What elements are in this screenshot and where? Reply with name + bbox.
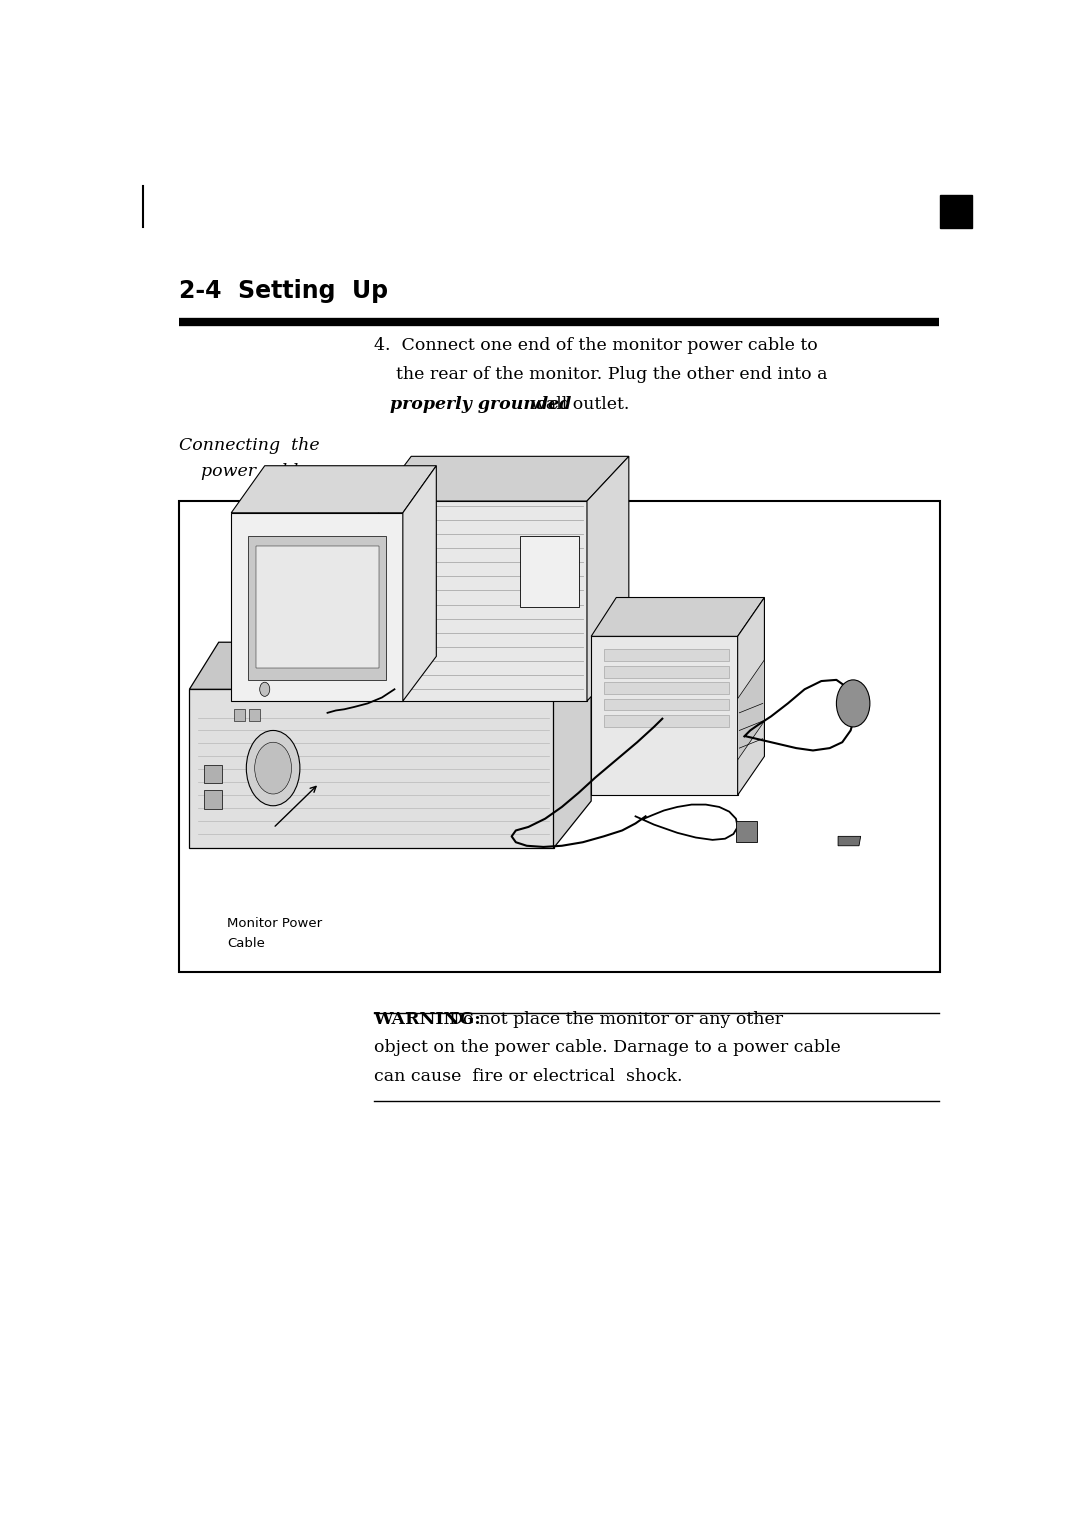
Polygon shape bbox=[204, 764, 222, 784]
Text: 4.  Connect one end of the monitor power cable to: 4. Connect one end of the monitor power … bbox=[374, 338, 818, 354]
Polygon shape bbox=[231, 466, 436, 513]
Polygon shape bbox=[204, 790, 222, 810]
Bar bbox=[178, 501, 941, 972]
Polygon shape bbox=[554, 642, 591, 848]
Polygon shape bbox=[189, 642, 591, 689]
Polygon shape bbox=[738, 597, 765, 795]
Text: properly grounded: properly grounded bbox=[390, 396, 571, 413]
Polygon shape bbox=[588, 457, 629, 701]
Bar bbox=[248, 709, 259, 721]
Bar bbox=[735, 821, 757, 842]
Text: the rear of the monitor. Plug the other end into a: the rear of the monitor. Plug the other … bbox=[374, 367, 827, 384]
Polygon shape bbox=[738, 660, 765, 759]
Text: object on the power cable. Darnage to a power cable: object on the power cable. Darnage to a … bbox=[374, 1039, 840, 1056]
Polygon shape bbox=[189, 689, 554, 848]
Text: can cause  fire or electrical  shock.: can cause fire or electrical shock. bbox=[374, 1068, 683, 1085]
Text: WARNING:: WARNING: bbox=[374, 1012, 487, 1028]
Polygon shape bbox=[231, 513, 403, 701]
Text: Connecting  the: Connecting the bbox=[178, 437, 320, 454]
Bar bbox=[233, 709, 245, 721]
Circle shape bbox=[836, 680, 869, 727]
Polygon shape bbox=[248, 536, 387, 680]
Circle shape bbox=[255, 743, 292, 795]
Polygon shape bbox=[604, 715, 729, 727]
Polygon shape bbox=[604, 698, 729, 711]
Polygon shape bbox=[604, 666, 729, 677]
Polygon shape bbox=[521, 536, 579, 607]
Polygon shape bbox=[256, 545, 379, 668]
Polygon shape bbox=[403, 466, 436, 701]
Text: Cable: Cable bbox=[227, 938, 265, 950]
Text: power cable: power cable bbox=[178, 463, 308, 480]
Circle shape bbox=[246, 730, 300, 805]
Text: Monitor Power: Monitor Power bbox=[227, 917, 322, 931]
Polygon shape bbox=[591, 597, 765, 636]
Text: Do not place the monitor or any other: Do not place the monitor or any other bbox=[449, 1012, 783, 1028]
Circle shape bbox=[259, 681, 270, 697]
Polygon shape bbox=[604, 649, 729, 662]
Text: 2-4  Setting  Up: 2-4 Setting Up bbox=[178, 280, 388, 304]
Text: wall outlet.: wall outlet. bbox=[521, 396, 630, 413]
Polygon shape bbox=[378, 457, 629, 501]
Polygon shape bbox=[838, 836, 861, 847]
Bar bbox=[941, 196, 972, 228]
Polygon shape bbox=[591, 636, 738, 795]
Polygon shape bbox=[378, 501, 588, 701]
Polygon shape bbox=[604, 681, 729, 694]
